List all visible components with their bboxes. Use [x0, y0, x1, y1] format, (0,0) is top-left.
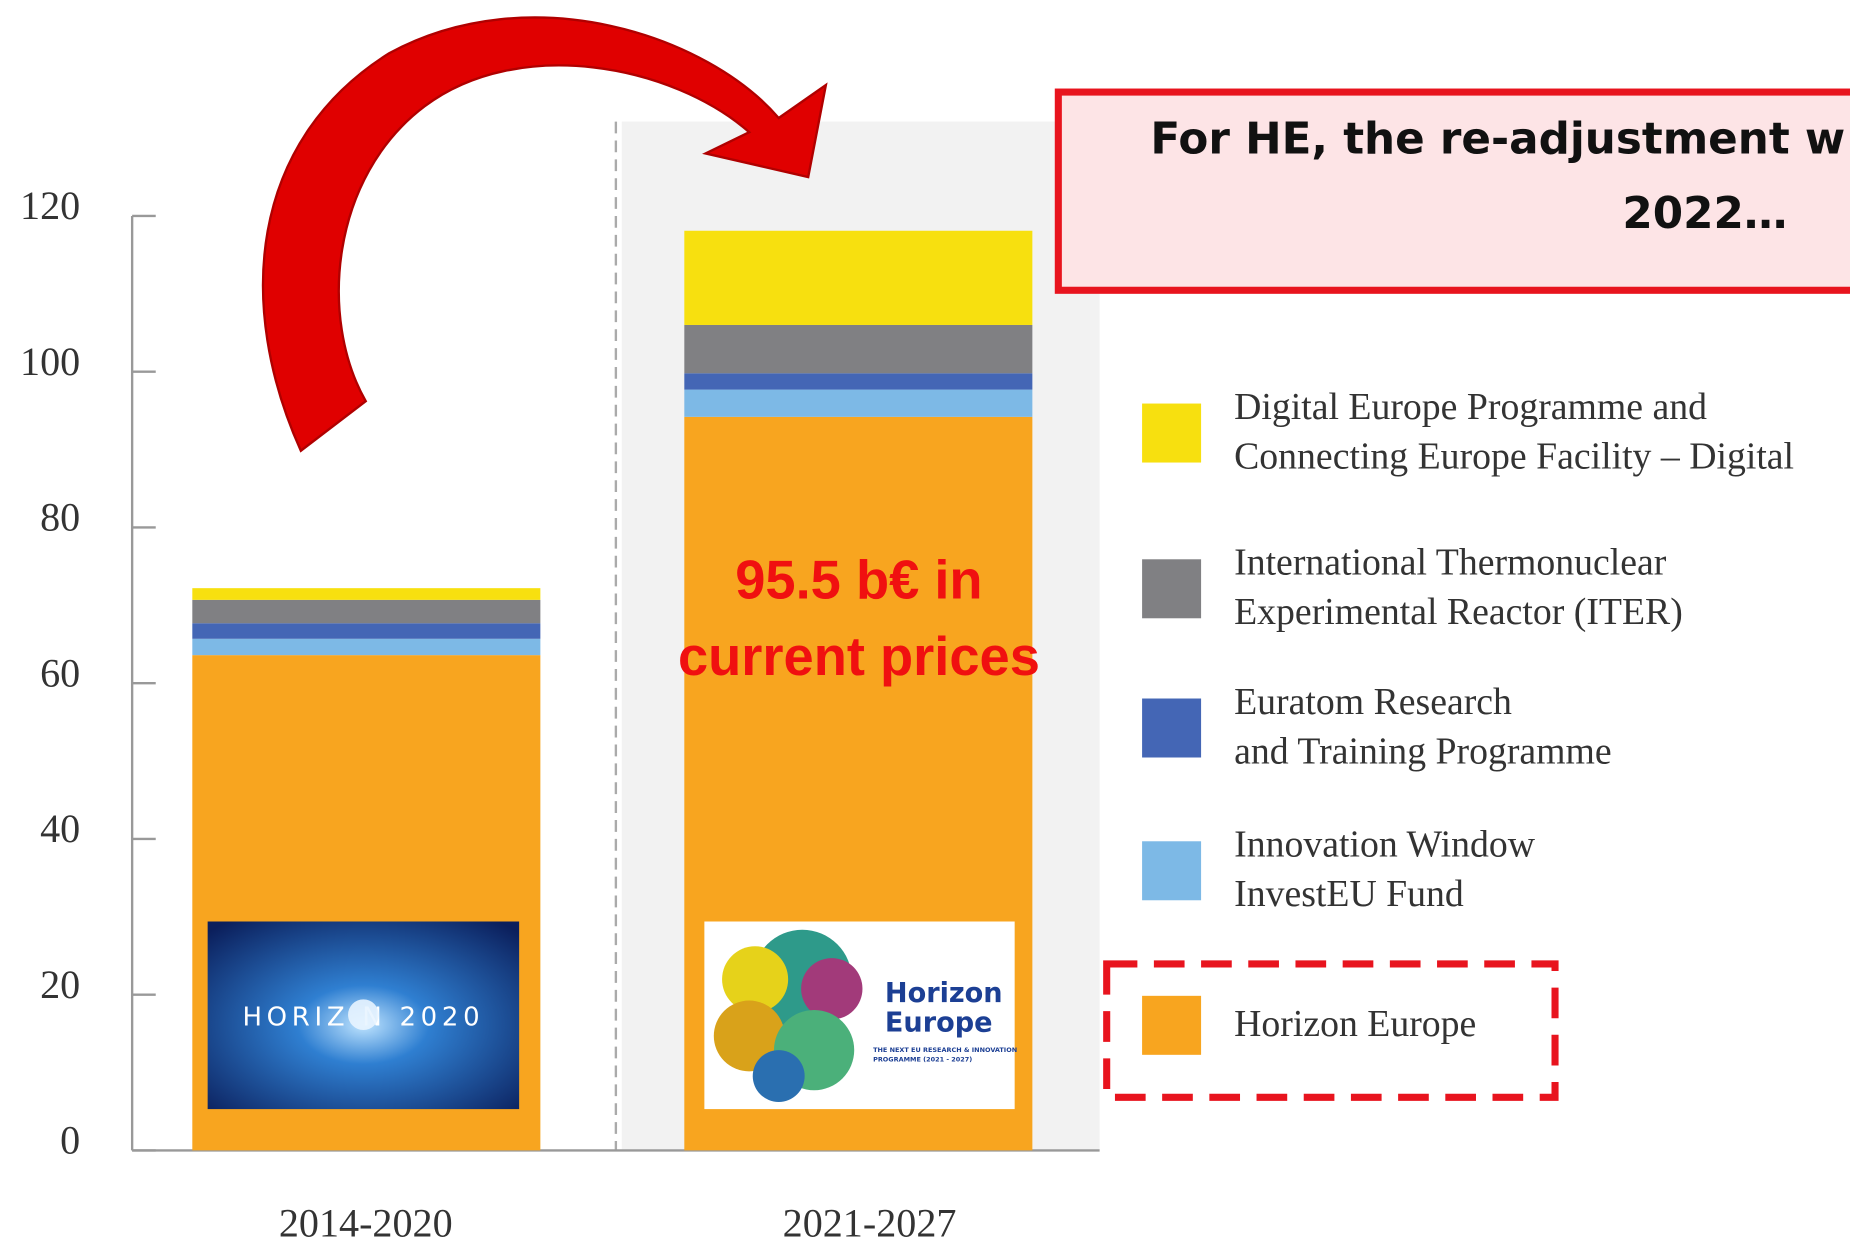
bar-segment	[192, 623, 541, 639]
annotation: 95.5 b€ in	[735, 549, 982, 610]
y-tick-label: 40	[40, 806, 80, 851]
legend-label: International Thermonuclear Experimental…	[1234, 540, 1683, 633]
logo-globe	[348, 999, 379, 1031]
y-tick-label: 0	[60, 1118, 80, 1163]
x-tick-label: 2014-2020	[279, 1200, 453, 1245]
legend-swatch	[1142, 698, 1202, 758]
legend-swatch	[1142, 403, 1202, 463]
legend-item: Digital Europe Programme and Connecting …	[1234, 384, 1795, 477]
legend-item: Innovation Window InvestEU Fund	[1234, 822, 1535, 915]
bar-segment	[192, 638, 541, 656]
y-tick-label: 80	[40, 495, 80, 540]
bar-segment	[192, 599, 541, 624]
logo-shape	[752, 1050, 805, 1103]
bar-segment	[684, 324, 1033, 374]
logo-text: PROGRAMME (2021 - 2027)	[873, 1056, 972, 1064]
curved-arrow	[261, 16, 828, 453]
callout-line: 2022…	[1622, 188, 1787, 239]
x-tick-label: 2021-2027	[783, 1200, 957, 1245]
callout-box	[1054, 88, 1850, 294]
bar-segment	[684, 389, 1033, 417]
callout-line: For HE, the re-adjustment w	[1150, 114, 1845, 165]
y-tick-label: 100	[20, 339, 80, 384]
annotation: current prices	[678, 626, 1040, 687]
legend-label: Innovation Window InvestEU Fund	[1234, 822, 1535, 915]
legend-swatch	[1142, 559, 1202, 619]
y-tick-label: 120	[20, 183, 80, 228]
legend-label: Euratom Research and Training Programme	[1234, 679, 1612, 772]
legend-item: International Thermonuclear Experimental…	[1234, 540, 1683, 633]
y-tick-label: 60	[40, 650, 80, 695]
logo-text: Europe	[885, 1008, 993, 1039]
highlight-box	[1103, 960, 1559, 1101]
logo-shape	[722, 946, 789, 1013]
logo-text: THE NEXT EU RESEARCH & INNOVATION	[873, 1046, 1017, 1054]
bar-segment	[684, 230, 1033, 325]
bar-segment	[192, 588, 541, 600]
legend-swatch	[1142, 841, 1202, 901]
y-tick-label: 20	[40, 962, 80, 1007]
legend-label: Digital Europe Programme and Connecting …	[1234, 384, 1795, 477]
bar-segment	[684, 373, 1033, 390]
logo-shape	[801, 958, 863, 1020]
legend-item: Horizon Europe	[1234, 1001, 1477, 1045]
logo-text: Horizon	[885, 978, 1003, 1009]
legend-item: Euratom Research and Training Programme	[1234, 679, 1612, 772]
legend-label: Horizon Europe	[1234, 1001, 1477, 1045]
legend-swatch	[1142, 995, 1202, 1055]
